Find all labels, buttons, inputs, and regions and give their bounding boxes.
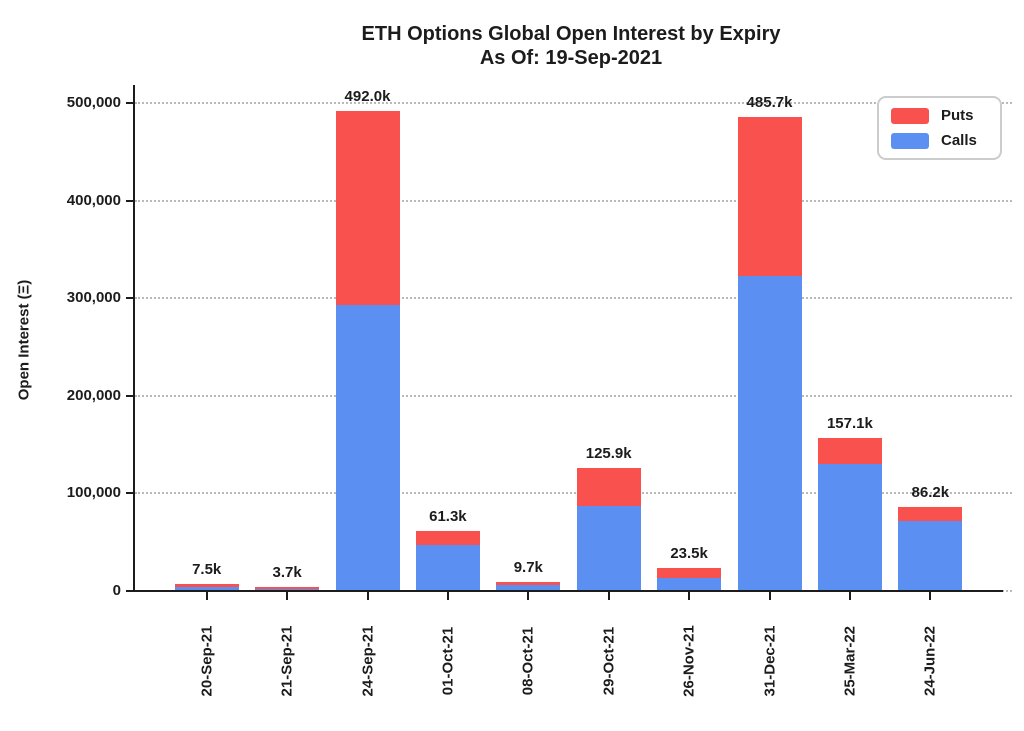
bar-segment-calls <box>496 585 561 591</box>
bar-segment-puts <box>174 583 239 588</box>
y-tick-label: 100,000 <box>66 484 121 502</box>
gridline-500,000 <box>135 102 1012 104</box>
bar-segment-puts <box>898 506 963 521</box>
calls-swatch-icon <box>891 132 929 149</box>
bar-segment-calls <box>817 464 882 591</box>
bar-segment-calls <box>415 544 480 591</box>
y-tick <box>126 297 135 300</box>
bar-total-label: 9.7k <box>513 558 543 576</box>
legend: Puts Calls <box>877 96 1002 160</box>
x-tick-label: 08-Oct-21 <box>519 626 537 696</box>
x-tick <box>527 591 530 600</box>
x-tick-label: 26-Nov-21 <box>680 625 698 697</box>
x-tick-label: 31-Dec-21 <box>761 625 778 697</box>
bar-segment-puts <box>657 568 722 579</box>
y-tick-label: 0 <box>112 582 121 599</box>
bar-segment-puts <box>496 581 561 586</box>
bar-segment-puts <box>335 110 400 305</box>
legend-label-calls: Calls <box>941 132 977 149</box>
bar-segment-puts <box>737 116 802 276</box>
gridline-200,000 <box>135 394 1012 397</box>
bar-total-label: 492.0k <box>344 87 391 105</box>
bar-segment-puts <box>576 468 641 506</box>
y-tick <box>126 492 135 495</box>
y-tick-label: 500,000 <box>66 94 121 111</box>
y-axis-title: Open Interest (Ξ) <box>15 279 33 401</box>
x-tick <box>286 591 289 600</box>
bar-segment-puts <box>817 437 882 465</box>
chart-title-block: ETH Options Global Open Interest by Expi… <box>130 22 1012 70</box>
gridline-300,000 <box>135 297 1012 300</box>
x-tick <box>205 591 208 600</box>
x-axis-spine <box>133 590 1003 592</box>
chart-title: ETH Options Global Open Interest by Expi… <box>361 23 781 45</box>
chart-subtitle: As Of: 19-Sep-2021 <box>479 47 663 69</box>
y-tick-label: 200,000 <box>66 386 121 404</box>
legend-entry-calls: Calls <box>891 132 988 149</box>
x-tick-label: 24-Sep-21 <box>359 625 376 697</box>
bar-total-label: 485.7k <box>746 93 793 111</box>
bar-segment-calls <box>576 505 641 591</box>
x-tick <box>446 591 449 600</box>
bar-segment-calls <box>898 520 963 591</box>
y-tick <box>126 102 135 104</box>
x-tick <box>607 591 610 600</box>
bar-segment-calls <box>174 587 239 591</box>
y-tick <box>126 394 135 397</box>
x-tick <box>929 591 932 600</box>
x-tick <box>688 591 691 600</box>
x-tick-label: 29-Oct-21 <box>600 626 618 696</box>
bar-total-label: 7.5k <box>192 560 222 578</box>
bar-total-label: 86.2k <box>911 483 950 501</box>
x-tick <box>366 591 369 600</box>
x-tick <box>768 591 771 600</box>
x-tick-label: 25-Mar-22 <box>841 625 859 697</box>
bar-segment-puts <box>255 587 320 590</box>
bar-total-label: 61.3k <box>429 508 467 526</box>
x-tick-label: 24-Jun-22 <box>921 625 939 697</box>
bar-segment-calls <box>737 275 802 591</box>
gridline-100,000 <box>135 492 1012 495</box>
y-axis-spine <box>133 85 135 592</box>
bar-segment-puts <box>415 531 480 545</box>
x-tick <box>848 591 851 600</box>
legend-label-puts: Puts <box>941 107 974 124</box>
bar-segment-calls <box>657 578 722 591</box>
y-tick-label: 300,000 <box>66 289 121 307</box>
y-tick-label: 400,000 <box>66 191 121 209</box>
x-tick-label: 21-Sep-21 <box>278 625 296 697</box>
bar-total-label: 3.7k <box>272 564 302 582</box>
bar-segment-calls <box>335 304 400 591</box>
bar-total-label: 125.9k <box>585 445 632 463</box>
puts-swatch-icon <box>891 107 929 124</box>
bar-total-label: 157.1k <box>826 414 873 432</box>
y-tick <box>126 199 135 202</box>
x-tick-label: 01-Oct-21 <box>439 626 457 696</box>
x-tick-label: 20-Sep-21 <box>198 625 216 697</box>
bar-total-label: 23.5k <box>670 545 708 563</box>
legend-entry-puts: Puts <box>891 107 988 124</box>
gridline-400,000 <box>135 199 1012 202</box>
y-tick <box>126 590 135 592</box>
